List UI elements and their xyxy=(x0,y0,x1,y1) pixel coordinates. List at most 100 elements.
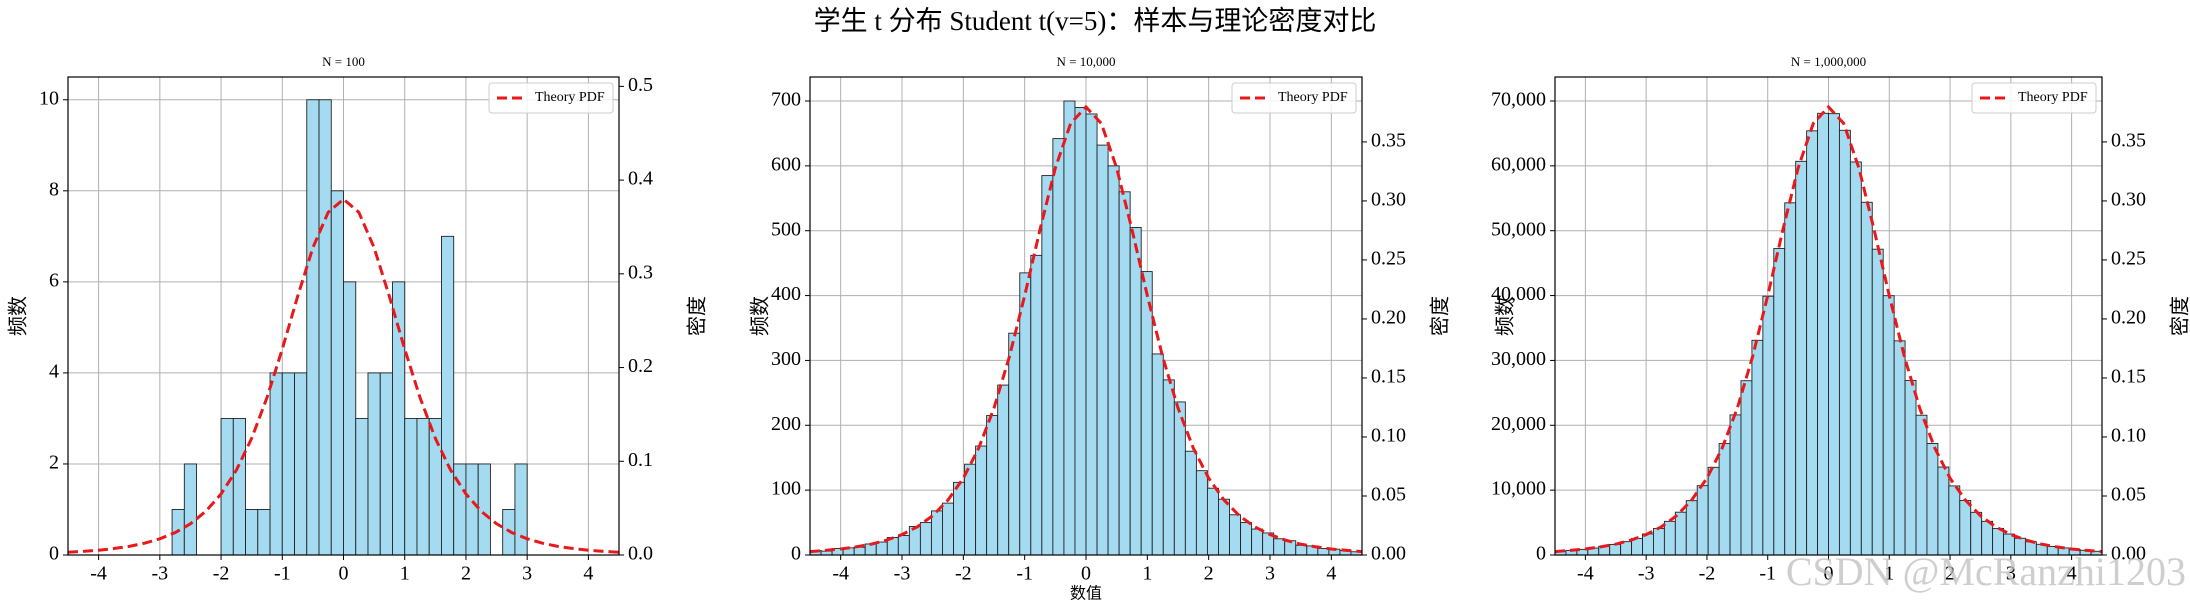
x-tick-label: 0 xyxy=(1824,563,1834,585)
histogram-bar xyxy=(220,417,234,555)
histogram-bar xyxy=(306,99,320,555)
histogram-bar xyxy=(1041,175,1054,555)
histogram-bar xyxy=(245,509,259,555)
histogram-bar xyxy=(1063,100,1076,555)
x-tick-label: -1 xyxy=(1016,563,1033,585)
histogram-bar xyxy=(1817,112,1829,555)
histogram-bar xyxy=(416,417,430,555)
y-tick-label: 10,000 xyxy=(1491,478,1546,500)
y2-tick-label: 0.25 xyxy=(2111,248,2146,270)
x-tick-label: -1 xyxy=(1759,563,1776,585)
x-tick-label: 0 xyxy=(339,563,349,585)
y2-axis-label: 密度 xyxy=(1429,296,1452,336)
plot-area xyxy=(68,99,619,555)
x-tick-label: 1 xyxy=(1884,563,1894,585)
histogram-bar xyxy=(1795,160,1808,555)
legend-box xyxy=(1971,82,2097,114)
subplot: -4 -3 -2 -1 0 1 2 3 4 0 100 200 300 400 500 600 700 0.00 0… xyxy=(749,54,1452,603)
histogram-bar xyxy=(1674,511,1687,555)
histogram-bar xyxy=(1008,332,1021,555)
histogram-bar xyxy=(1915,414,1928,555)
histogram-bar xyxy=(1937,466,1950,555)
x-tick-label: -3 xyxy=(1638,563,1655,585)
plot-area xyxy=(810,100,1362,555)
histogram-bar xyxy=(930,510,943,555)
histogram-bar xyxy=(1052,138,1065,555)
histogram-bar xyxy=(1860,201,1873,555)
x-tick-label: 3 xyxy=(1265,563,1275,585)
subplot: -4 -3 -2 -1 0 1 2 3 4 0 10,000 20,000 30,000 40,000 50… xyxy=(1491,54,2190,585)
y2-axis-label: 密度 xyxy=(2169,296,2190,336)
histogram-bar xyxy=(1195,470,1208,555)
y2-tick-label: 0.15 xyxy=(1371,366,1406,388)
y2-tick-label: 0.10 xyxy=(2111,425,2146,447)
pdf-line xyxy=(810,104,1362,554)
x-tick-label: -2 xyxy=(1699,563,1716,585)
histogram-bar xyxy=(183,463,198,555)
x-tick-label: 3 xyxy=(2006,563,2016,585)
y-tick-label: 4 xyxy=(49,360,59,382)
x-tick-label: 1 xyxy=(400,563,410,585)
subplot-title: N = 100 xyxy=(322,54,365,69)
x-tick-label: -1 xyxy=(274,563,291,585)
x-tick-label: -4 xyxy=(832,563,849,585)
histogram-bar xyxy=(232,417,246,555)
x-tick-label: -2 xyxy=(213,563,230,585)
y-tick-label: 20,000 xyxy=(1491,413,1546,435)
y2-tick-label: 0.05 xyxy=(1371,484,1406,506)
histogram-bar xyxy=(1926,442,1939,555)
y-tick-label: 0 xyxy=(1536,543,1546,565)
histogram-bar xyxy=(942,502,954,555)
histogram-bar xyxy=(1206,487,1219,555)
legend-label: Theory PDF xyxy=(535,90,605,105)
y2-tick-label: 0.35 xyxy=(2111,130,2146,152)
y2-tick-label: 0.4 xyxy=(628,168,653,190)
histogram-bar xyxy=(379,372,393,555)
histogram-bar xyxy=(1773,248,1786,555)
histogram-bar xyxy=(1718,443,1731,555)
y-tick-label: 0 xyxy=(791,543,801,565)
x-tick-label: 2 xyxy=(1204,563,1214,585)
histogram-bar xyxy=(1074,107,1087,555)
y2-tick-label: 0.00 xyxy=(2111,543,2146,565)
histogram-bar xyxy=(1838,129,1851,555)
legend-box xyxy=(488,82,614,114)
y2-tick-label: 0.00 xyxy=(1371,543,1406,565)
histogram-bar xyxy=(1096,144,1109,555)
plot-area xyxy=(1555,104,2102,555)
histogram-bar xyxy=(367,372,381,555)
y2-tick-label: 0.2 xyxy=(628,355,653,377)
histogram-bar xyxy=(1151,353,1164,555)
histogram-bar xyxy=(1019,272,1032,555)
y-tick-label: 40,000 xyxy=(1491,283,1546,305)
histogram-bar xyxy=(1849,161,1862,555)
histogram-bar xyxy=(465,463,479,555)
x-tick-label: 1 xyxy=(1142,563,1152,585)
histogram-bar xyxy=(294,372,308,555)
histogram-bar xyxy=(1609,543,1622,555)
histogram-bar xyxy=(875,541,888,555)
histogram-bar xyxy=(1240,522,1253,555)
subplot-title: N = 1,000,000 xyxy=(1791,54,1866,69)
histogram-bar xyxy=(1948,485,1961,555)
y2-tick-label: 0.30 xyxy=(1371,189,1406,211)
x-tick-label: -3 xyxy=(894,563,911,585)
histogram-bar xyxy=(1882,295,1895,555)
y-tick-label: 700 xyxy=(771,89,801,111)
watermark: CSDN @McRanzhi1203 xyxy=(1786,549,2186,594)
histogram-bar xyxy=(1129,227,1142,555)
y-tick-label: 2 xyxy=(49,452,59,474)
y2-tick-label: 0.1 xyxy=(628,449,653,471)
histogram-bar xyxy=(1893,340,1906,555)
histogram-bar xyxy=(897,535,910,555)
y2-tick-label: 0.35 xyxy=(1371,130,1406,152)
subplot-title: N = 10,000 xyxy=(1057,54,1116,69)
y2-tick-label: 0.25 xyxy=(1371,248,1406,270)
y-tick-label: 8 xyxy=(49,178,59,200)
y-tick-label: 70,000 xyxy=(1491,89,1546,111)
histogram-bar xyxy=(514,463,528,555)
histogram-bar xyxy=(269,372,283,555)
x-tick-label: -3 xyxy=(151,563,168,585)
y-tick-label: 300 xyxy=(771,348,801,370)
y-axis-label: 频数 xyxy=(749,296,772,336)
